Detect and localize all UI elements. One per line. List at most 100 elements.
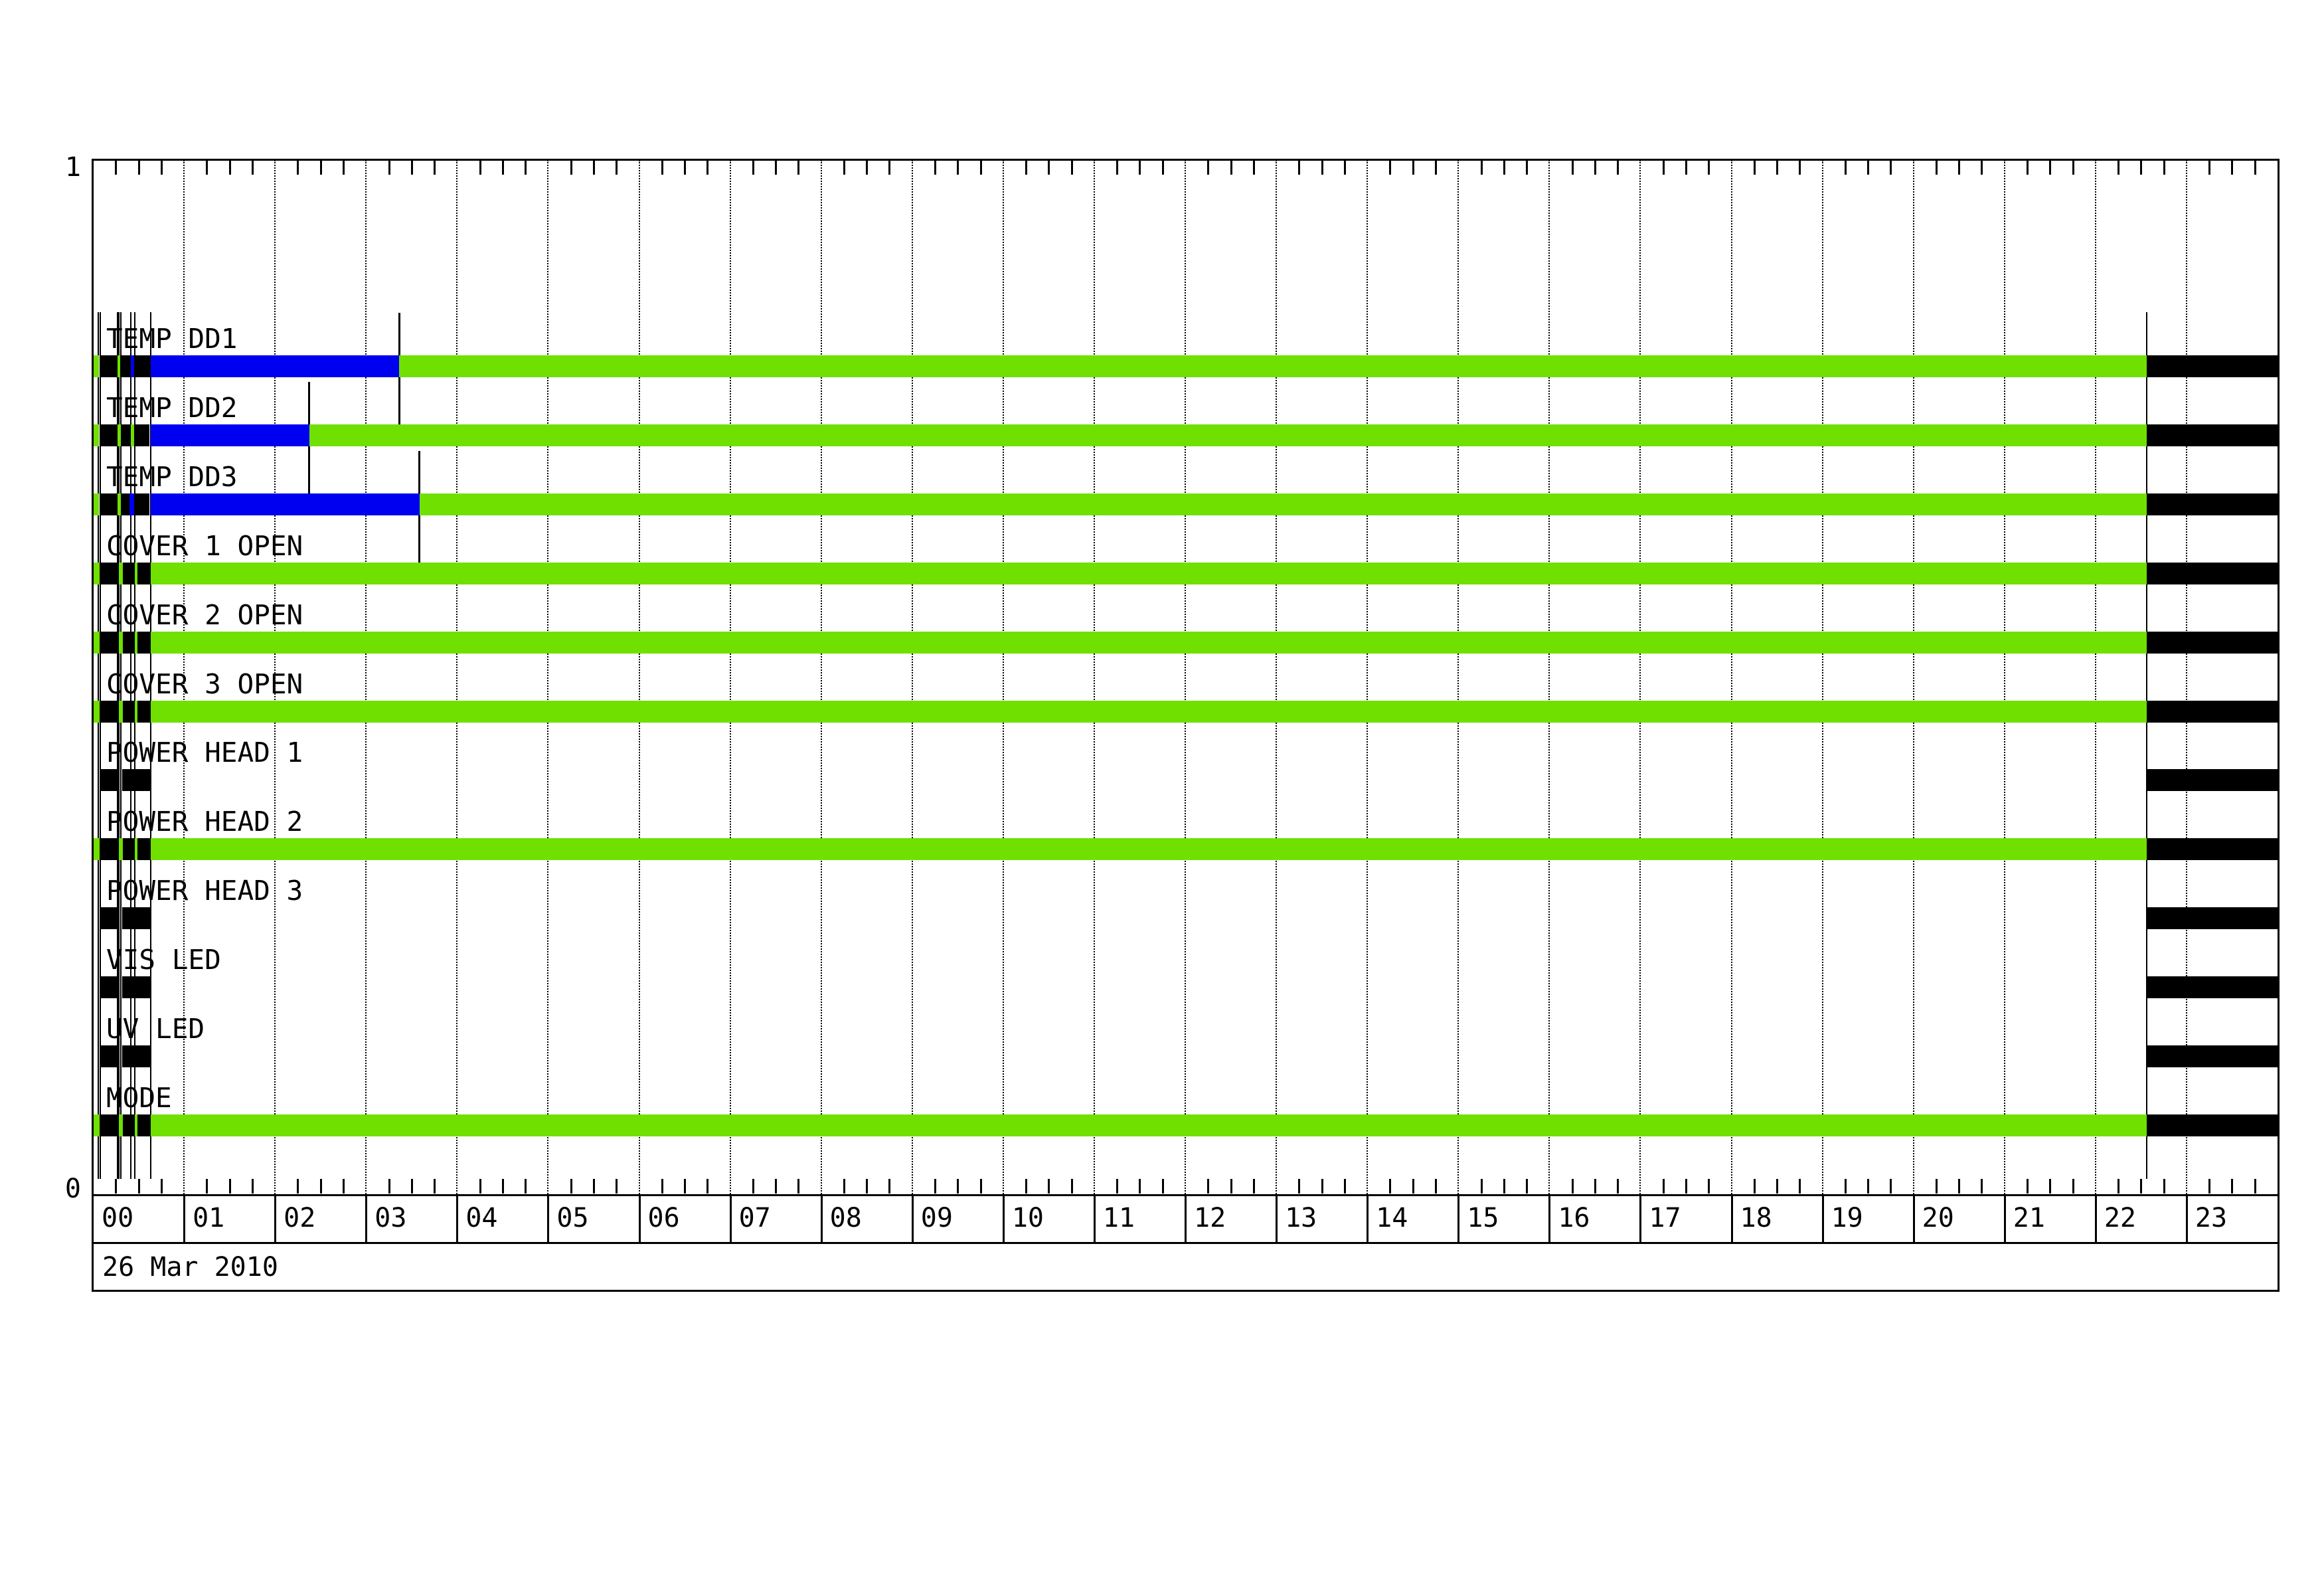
hour-band-separator: [274, 1194, 277, 1242]
quarter-tick-bottom: [1048, 1179, 1050, 1194]
row-label: POWER HEAD 1: [106, 737, 303, 769]
hour-band-separator: [729, 1194, 732, 1242]
quarter-tick-top: [1617, 160, 1619, 175]
quarter-tick-bottom: [1070, 1179, 1073, 1194]
bar-segment: [122, 493, 129, 515]
hour-gridline: [183, 160, 185, 1194]
quarter-tick-top: [1526, 160, 1529, 175]
quarter-tick-top: [934, 160, 937, 175]
quarter-tick-top: [1412, 160, 1414, 175]
hour-gridline: [1093, 160, 1095, 1194]
quarter-tick-top: [479, 160, 481, 175]
quarter-tick-top: [1480, 160, 1483, 175]
quarter-tick-bottom: [525, 1179, 527, 1194]
quarter-tick-bottom: [592, 1179, 595, 1194]
quarter-tick-top: [2140, 160, 2143, 175]
hour-gridline: [1912, 160, 1914, 1194]
hour-label: 15: [1467, 1203, 1499, 1233]
quarter-tick-top: [206, 160, 208, 175]
quarter-tick-top: [866, 160, 869, 175]
quarter-tick-top: [1776, 160, 1779, 175]
hour-band-separator: [547, 1194, 550, 1242]
quarter-tick-top: [1298, 160, 1301, 175]
hour-gridline: [2094, 160, 2096, 1194]
quarter-tick-top: [1594, 160, 1596, 175]
bar-segment: [134, 838, 138, 861]
bar-segment: [134, 424, 149, 446]
quarter-tick-top: [888, 160, 891, 175]
quarter-tick-bottom: [1343, 1179, 1346, 1194]
hour-gridline: [1276, 160, 1278, 1194]
quarter-tick-top: [1662, 160, 1665, 175]
quarter-tick-bottom: [1753, 1179, 1756, 1194]
quarter-tick-bottom: [160, 1179, 163, 1194]
bar-segment: [137, 631, 151, 654]
bar-segment: [2147, 1045, 2278, 1067]
row-label: TEMP DD2: [106, 391, 238, 424]
row-label: COVER 2 OPEN: [106, 598, 303, 631]
event-line: [149, 312, 151, 1179]
plot-frame: [92, 159, 2280, 1196]
bar-segment: [122, 907, 151, 930]
bar-segment: [100, 769, 120, 792]
bar-segment: [93, 700, 100, 723]
quarter-tick-bottom: [228, 1179, 231, 1194]
quarter-tick-bottom: [2231, 1179, 2234, 1194]
quarter-tick-top: [684, 160, 687, 175]
quarter-tick-top: [1753, 160, 1756, 175]
hour-band-separator: [1730, 1194, 1733, 1242]
bar-segment: [100, 493, 118, 515]
bar-segment: [122, 976, 151, 999]
hour-label: 13: [1285, 1203, 1317, 1233]
bar-segment: [122, 1114, 135, 1136]
hour-band-separator: [1821, 1194, 1824, 1242]
bar-segment: [150, 700, 2147, 723]
quarter-tick-top: [434, 160, 436, 175]
bar-segment: [150, 1114, 2147, 1136]
bar-segment: [93, 562, 100, 584]
hour-gridline: [638, 160, 640, 1194]
quarter-tick-bottom: [115, 1179, 118, 1194]
quarter-tick-top: [1685, 160, 1687, 175]
quarter-tick-bottom: [1161, 1179, 1164, 1194]
hour-gridline: [2185, 160, 2187, 1194]
bar-segment: [100, 355, 118, 377]
quarter-tick-top: [2208, 160, 2211, 175]
quarter-tick-top: [2072, 160, 2074, 175]
hour-gridline: [1002, 160, 1004, 1194]
quarter-tick-top: [1139, 160, 1141, 175]
row-label: POWER HEAD 3: [106, 875, 303, 907]
quarter-tick-top: [525, 160, 527, 175]
quarter-tick-top: [1025, 160, 1028, 175]
event-line: [98, 312, 100, 1179]
bar-segment: [137, 562, 151, 584]
bar-segment: [122, 769, 151, 792]
hour-label: 00: [102, 1203, 134, 1233]
hour-band-separator: [365, 1194, 368, 1242]
quarter-tick-top: [2117, 160, 2120, 175]
event-line: [116, 312, 118, 1179]
row-label: MODE: [106, 1081, 172, 1114]
quarter-tick-top: [1116, 160, 1119, 175]
bar-segment: [137, 1114, 151, 1136]
hour-label: 09: [920, 1203, 953, 1233]
quarter-tick-top: [228, 160, 231, 175]
quarter-tick-top: [1161, 160, 1164, 175]
hour-gridline: [1730, 160, 1732, 1194]
bar-segment: [2147, 976, 2278, 999]
hour-gridline: [1367, 160, 1369, 1194]
hour-label: 03: [374, 1203, 407, 1233]
quarter-tick-bottom: [957, 1179, 959, 1194]
quarter-tick-bottom: [1116, 1179, 1119, 1194]
row-label: TEMP DD3: [106, 460, 238, 493]
bar-segment: [129, 493, 134, 515]
hour-gridline: [1457, 160, 1459, 1194]
quarter-tick-bottom: [684, 1179, 687, 1194]
quarter-tick-bottom: [706, 1179, 709, 1194]
quarter-tick-bottom: [2254, 1179, 2256, 1194]
hour-band-separator: [1002, 1194, 1005, 1242]
quarter-tick-bottom: [1025, 1179, 1028, 1194]
hour-gridline: [1548, 160, 1550, 1194]
quarter-tick-top: [1389, 160, 1392, 175]
